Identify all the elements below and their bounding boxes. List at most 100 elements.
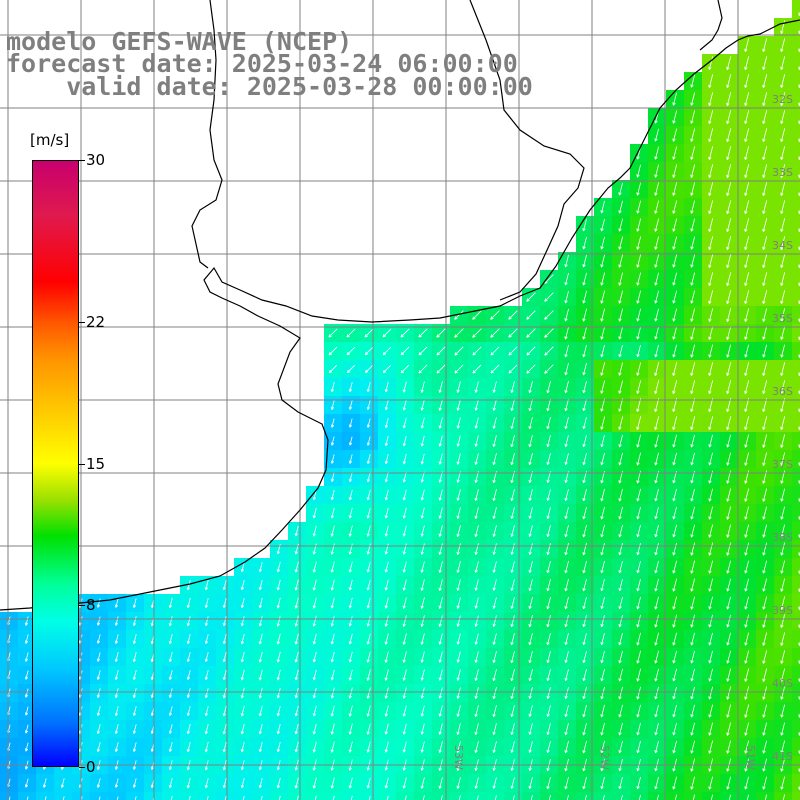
wind-arrow bbox=[618, 200, 623, 214]
wind-arrow bbox=[490, 310, 500, 320]
wind-arrow bbox=[420, 381, 425, 393]
wind-arrow bbox=[186, 741, 191, 753]
wind-arrow bbox=[708, 110, 714, 125]
wind-arrow bbox=[654, 326, 659, 340]
wind-arrow bbox=[492, 777, 497, 789]
wind-arrow bbox=[708, 290, 714, 305]
wind-arrow bbox=[672, 740, 677, 754]
wind-arrow bbox=[294, 525, 299, 537]
wind-arrow bbox=[744, 164, 750, 179]
wind-arrow bbox=[618, 686, 623, 700]
wind-arrow bbox=[708, 146, 714, 161]
wind-speed-cell bbox=[792, 180, 800, 198]
wind-arrow bbox=[582, 704, 587, 718]
wind-arrow bbox=[762, 254, 768, 269]
wind-arrow bbox=[618, 218, 624, 232]
wind-arrow bbox=[402, 381, 407, 393]
wind-arrow bbox=[726, 704, 732, 718]
wind-arrow bbox=[618, 488, 623, 502]
wind-arrow bbox=[726, 668, 732, 682]
wind-arrow bbox=[744, 182, 750, 197]
wind-arrow bbox=[564, 651, 569, 664]
wind-arrow bbox=[98, 796, 101, 800]
wind-arrow bbox=[438, 543, 443, 555]
wind-arrow bbox=[564, 362, 569, 376]
wind-arrow bbox=[510, 525, 515, 537]
wind-arrow bbox=[744, 362, 750, 377]
wind-arrow bbox=[510, 705, 515, 718]
wind-speed-cell bbox=[612, 792, 630, 800]
wind-arrow bbox=[438, 453, 443, 465]
wind-arrow bbox=[168, 652, 173, 663]
wind-arrow bbox=[418, 328, 428, 338]
wind-arrow bbox=[654, 290, 659, 304]
wind-arrow bbox=[186, 579, 191, 591]
wind-arrow bbox=[636, 380, 642, 394]
wind-arrow bbox=[168, 706, 173, 716]
wind-arrow bbox=[134, 796, 137, 800]
coastline-lagoon bbox=[469, 0, 585, 301]
wind-arrow bbox=[600, 380, 606, 394]
wind-arrow bbox=[762, 92, 768, 107]
wind-arrow bbox=[564, 326, 569, 340]
wind-arrow bbox=[780, 686, 786, 700]
wind-arrow bbox=[780, 434, 786, 448]
wind-arrow bbox=[384, 543, 389, 555]
wind-arrow bbox=[636, 326, 641, 340]
wind-arrow bbox=[528, 723, 533, 735]
wind-arrow bbox=[564, 380, 569, 394]
wind-arrow bbox=[132, 688, 137, 699]
wind-arrow bbox=[636, 164, 641, 178]
wind-arrow bbox=[618, 344, 623, 358]
wind-arrow bbox=[672, 92, 678, 106]
wind-arrow bbox=[330, 381, 335, 393]
wind-arrow bbox=[780, 74, 786, 89]
wind-arrow bbox=[762, 704, 768, 718]
wind-arrow bbox=[438, 399, 443, 411]
wind-arrow bbox=[456, 597, 461, 609]
wind-speed-cell bbox=[792, 738, 800, 756]
wind-arrow bbox=[96, 724, 101, 735]
wind-arrow bbox=[384, 507, 389, 519]
latitude-label: 39S bbox=[772, 604, 793, 617]
wind-arrow bbox=[690, 488, 695, 502]
wind-arrow bbox=[528, 597, 533, 610]
wind-arrow bbox=[330, 723, 335, 735]
wind-arrow bbox=[8, 796, 11, 800]
wind-arrow bbox=[726, 614, 731, 628]
wind-arrow bbox=[600, 615, 605, 628]
wind-arrow bbox=[636, 488, 641, 502]
wind-arrow bbox=[492, 489, 497, 502]
wind-arrow bbox=[474, 597, 479, 609]
wind-arrow bbox=[330, 418, 335, 428]
wind-arrow bbox=[582, 578, 587, 592]
wind-arrow bbox=[24, 778, 29, 788]
wind-arrow bbox=[780, 236, 786, 251]
wind-arrow bbox=[690, 776, 696, 790]
wind-arrow bbox=[636, 740, 641, 754]
wind-arrow bbox=[490, 364, 500, 374]
wind-arrow bbox=[278, 795, 281, 800]
wind-arrow bbox=[546, 380, 551, 394]
wind-arrow bbox=[240, 705, 245, 717]
wind-arrow bbox=[312, 633, 317, 645]
wind-arrow bbox=[508, 328, 518, 338]
wind-arrow bbox=[672, 524, 677, 538]
wind-arrow bbox=[582, 686, 587, 700]
wind-arrow bbox=[294, 579, 299, 591]
wind-arrow bbox=[528, 777, 533, 790]
wind-speed-cell bbox=[792, 342, 800, 360]
wind-speed-cell bbox=[648, 792, 666, 800]
wind-arrow bbox=[420, 561, 425, 573]
wind-arrow bbox=[600, 290, 606, 304]
wind-arrow bbox=[600, 254, 606, 268]
wind-arrow bbox=[708, 650, 713, 664]
wind-arrow bbox=[24, 724, 29, 734]
wind-arrow bbox=[490, 328, 500, 338]
wind-arrow bbox=[44, 796, 47, 800]
wind-arrow bbox=[474, 417, 479, 429]
wind-arrow bbox=[366, 579, 371, 591]
wind-arrow bbox=[618, 650, 623, 664]
wind-arrow bbox=[708, 560, 714, 574]
wind-arrow bbox=[546, 435, 551, 448]
